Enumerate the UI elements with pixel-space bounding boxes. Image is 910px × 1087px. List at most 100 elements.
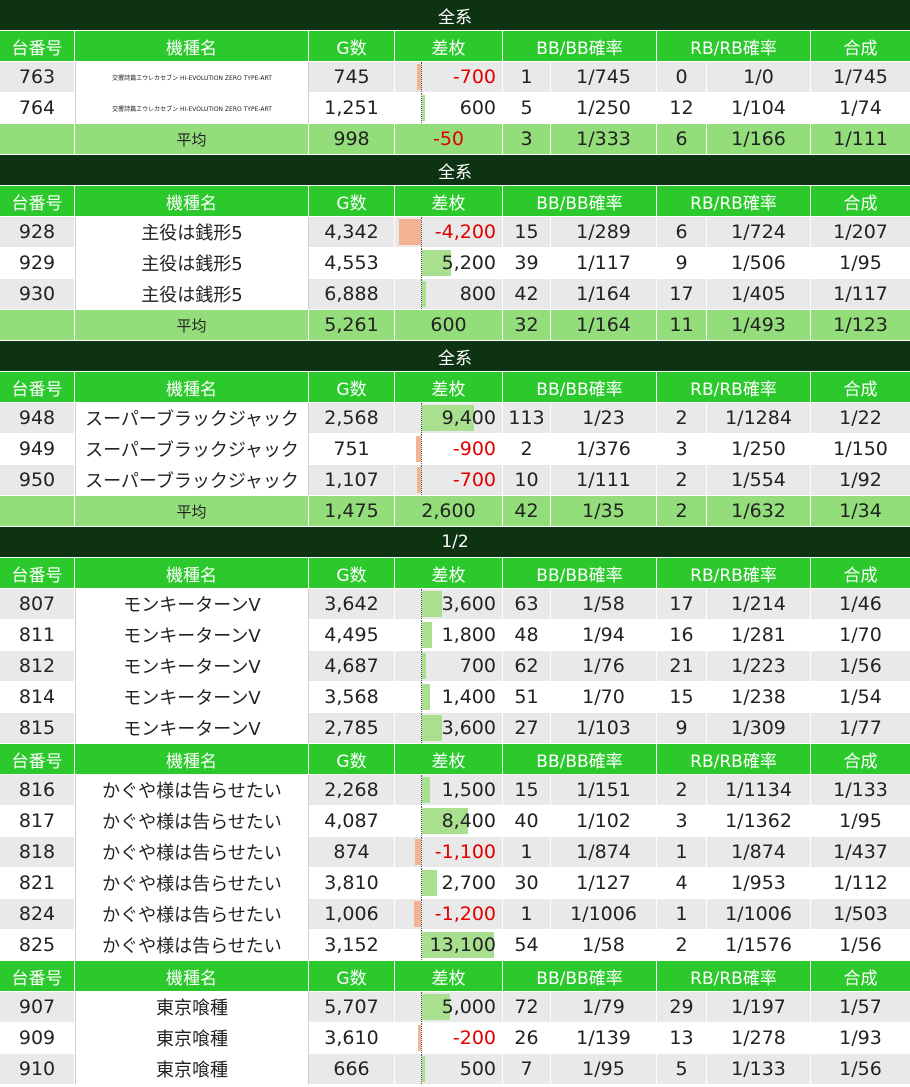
diff-axis-line [421,775,422,805]
machine-name: スーパーブラックジャック [75,403,309,434]
table-row[interactable]: 929 主役は銭形5 4,553 5,200 39 1/117 9 1/506 1/95 [0,248,910,279]
rb-count: 3 [657,806,707,837]
machine-name: 主役は銭形5 [75,217,309,248]
rb-rate: 1/278 [707,1023,811,1054]
header-g: G数 [309,372,395,403]
rb-count: 1 [657,837,707,868]
header-gou: 合成 [811,744,910,775]
table-row[interactable]: 928 主役は銭形5 4,342 -4,200 15 1/289 6 1/724 1/207 [0,217,910,248]
table-row[interactable]: 811 モンキーターンV 4,495 1,800 48 1/94 16 1/281 1/70 [0,620,910,651]
rb-rate: 1/214 [707,589,811,620]
diff-axis-line [421,806,422,836]
game-count: 2,268 [309,775,395,806]
diff-cell: 13,100 [395,930,503,961]
diff-cell: -700 [395,62,503,93]
diff-bar [418,1025,421,1051]
table-row[interactable]: 948 スーパーブラックジャック 2,568 9,400 113 1/23 2 1/1284 1… [0,403,910,434]
machine-name: かぐや様は告らせたい [75,868,309,899]
header-gou: 合成 [811,186,910,217]
diff-value: 5,000 [441,996,496,1018]
table-row[interactable]: 930 主役は銭形5 6,888 800 42 1/164 17 1/405 1/117 [0,279,910,310]
rb-rate: 1/0 [707,62,811,93]
game-count: 745 [309,62,395,93]
header-bb: BB/BB確率 [503,372,657,403]
header-bb: BB/BB確率 [503,961,657,992]
table-row[interactable]: 818 かぐや様は告らせたい 874 -1,100 1 1/874 1 1/874 1/437 [0,837,910,868]
diff-cell: 1,500 [395,775,503,806]
combined-rate: 1/92 [811,465,910,496]
table-row[interactable]: 950 スーパーブラックジャック 1,107 -700 10 1/111 2 1/554 1/9… [0,465,910,496]
rb-rate: 1/405 [707,279,811,310]
table-row[interactable]: 812 モンキーターンV 4,687 700 62 1/76 21 1/223 1/56 [0,651,910,682]
header-bb: BB/BB確率 [503,186,657,217]
diff-value: 500 [459,1058,496,1080]
diff-cell: 600 [395,310,503,341]
bb-rate: 1/151 [551,775,657,806]
rb-count: 2 [657,465,707,496]
diff-cell: 1,400 [395,682,503,713]
machine-name: 主役は銭形5 [75,248,309,279]
table-row[interactable]: 825 かぐや様は告らせたい 3,152 13,100 54 1/58 2 1/1576 1/5… [0,930,910,961]
rb-rate: 1/250 [707,434,811,465]
table-row[interactable]: 949 スーパーブラックジャック 751 -900 2 1/376 3 1/250 1/150 [0,434,910,465]
game-count: 2,568 [309,403,395,434]
rb-rate: 1/874 [707,837,811,868]
bb-rate: 1/58 [551,930,657,961]
rb-rate: 1/223 [707,651,811,682]
table-row[interactable]: 817 かぐや様は告らせたい 4,087 8,400 40 1/102 3 1/1362 1/9… [0,806,910,837]
diff-cell: 1,800 [395,620,503,651]
header-diff: 差枚 [395,372,503,403]
table-row[interactable]: 807 モンキーターンV 3,642 3,600 63 1/58 17 1/214 1/46 [0,589,910,620]
bb-count: 62 [503,651,551,682]
column-header-row: 台番号 機種名 G数 差枚 BB/BB確率 RB/RB確率 合成 [0,31,910,62]
header-no: 台番号 [0,372,75,403]
machine-number: 910 [0,1054,75,1085]
table-row[interactable]: 909 東京喰種 3,610 -200 26 1/139 13 1/278 1/93 [0,1023,910,1054]
diff-axis-line [421,589,422,619]
diff-value: 3,600 [441,717,496,739]
header-name: 機種名 [75,558,309,589]
machine-number: 929 [0,248,75,279]
table-row[interactable]: 824 かぐや様は告らせたい 1,006 -1,200 1 1/1006 1 1/1006 1/… [0,899,910,930]
table-row[interactable]: 814 モンキーターンV 3,568 1,400 51 1/70 15 1/238 1/54 [0,682,910,713]
rb-count: 17 [657,589,707,620]
combined-rate: 1/46 [811,589,910,620]
game-count: 3,810 [309,868,395,899]
table-row[interactable]: 907 東京喰種 5,707 5,000 72 1/79 29 1/197 1/57 [0,992,910,1023]
combined-rate: 1/503 [811,899,910,930]
table-row[interactable]: 821 かぐや様は告らせたい 3,810 2,700 30 1/127 4 1/953 1/11… [0,868,910,899]
bb-count: 26 [503,1023,551,1054]
table-row[interactable]: 815 モンキーターンV 2,785 3,600 27 1/103 9 1/309 1/77 [0,713,910,744]
header-rb: RB/RB確率 [657,31,811,62]
column-header-row: 台番号 機種名 G数 差枚 BB/BB確率 RB/RB確率 合成 [0,744,910,775]
rb-count: 3 [657,434,707,465]
header-g: G数 [309,186,395,217]
combined-rate: 1/112 [811,868,910,899]
table-row[interactable]: 764 交響詩篇エウレカセブン HI-EVOLUTION ZERO TYPE-AR… [0,93,910,124]
diff-value: 3,600 [441,593,496,615]
game-count: 4,087 [309,806,395,837]
machine-number: 818 [0,837,75,868]
average-g: 998 [309,124,395,155]
header-diff: 差枚 [395,186,503,217]
machine-number: 815 [0,713,75,744]
rb-count: 21 [657,651,707,682]
diff-axis-line [421,899,422,929]
rb-rate: 1/133 [707,1054,811,1085]
bb-count: 48 [503,620,551,651]
diff-value: -900 [452,438,496,460]
bb-count: 39 [503,248,551,279]
bb-rate: 1/289 [551,217,657,248]
table-row[interactable]: 763 交響詩篇エウレカセブン HI-EVOLUTION ZERO TYPE-AR… [0,62,910,93]
rb-rate: 1/238 [707,682,811,713]
table-row[interactable]: 816 かぐや様は告らせたい 2,268 1,500 15 1/151 2 1/1134 1/1… [0,775,910,806]
machine-name: モンキーターンV [75,620,309,651]
diff-value: 2,600 [421,500,476,522]
rb-count: 29 [657,992,707,1023]
average-label: 平均 [75,496,309,527]
diff-bar [422,684,430,710]
header-g: G数 [309,558,395,589]
section-title: 1/2 [0,527,910,558]
bb-rate: 1/79 [551,992,657,1023]
table-row[interactable]: 910 東京喰種 666 500 7 1/95 5 1/133 1/56 [0,1054,910,1085]
